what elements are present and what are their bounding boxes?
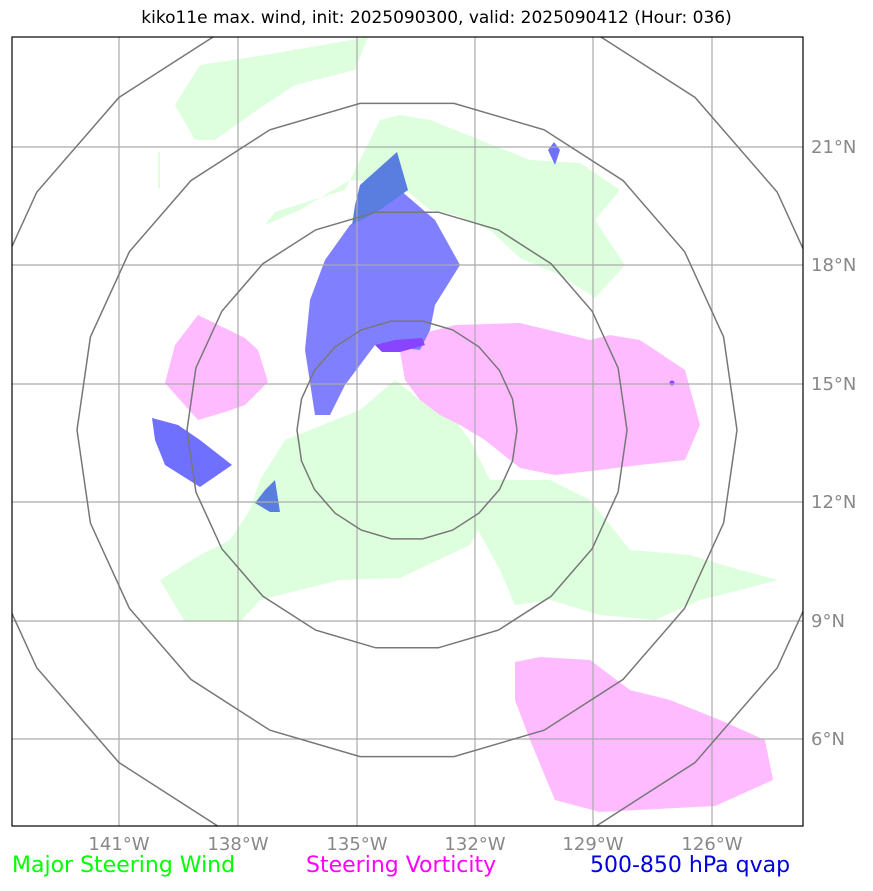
lon-label: 126°W	[681, 834, 742, 855]
steering-wind-area	[160, 380, 778, 622]
steering-vorticity-area	[515, 657, 773, 812]
qvap-area	[375, 338, 425, 352]
qvap-areas	[152, 142, 675, 512]
steering-vorticity-areas	[165, 315, 773, 812]
lat-label: 9°N	[811, 611, 845, 632]
map-title: kiko11e max. wind, init: 2025090300, val…	[141, 8, 732, 28]
qvap-area	[548, 142, 560, 165]
lat-label: 6°N	[811, 729, 845, 750]
range-ring	[186, 211, 628, 649]
qvap-area	[152, 418, 232, 487]
legend-qvap: 500-850 hPa qvap	[590, 853, 791, 878]
qvap-area	[255, 480, 280, 512]
lat-label: 18°N	[811, 255, 856, 276]
lon-label: 135°W	[326, 834, 387, 855]
steering-wind-area	[265, 115, 625, 298]
latitude-labels: 21°N 18°N 15°N 12°N 9°N 6°N	[811, 137, 856, 750]
range-rings	[12, 37, 803, 826]
map-area	[12, 37, 803, 826]
steering-vorticity-area	[165, 315, 268, 420]
longitude-labels: 141°W 138°W 135°W 132°W 129°W 126°W	[88, 834, 742, 855]
steering-vorticity-area	[398, 323, 700, 475]
lon-label: 141°W	[88, 834, 149, 855]
lat-label: 12°N	[811, 492, 856, 513]
steering-wind-area	[175, 37, 368, 140]
range-ring	[296, 320, 518, 540]
qvap-area	[352, 152, 408, 225]
lat-label: 15°N	[811, 374, 856, 395]
range-ring	[12, 37, 803, 826]
legend-steering-wind: Major Steering Wind	[12, 853, 236, 878]
qvap-area	[305, 190, 460, 415]
lon-label: 132°W	[444, 834, 505, 855]
legend-steering-vorticity: Steering Vorticity	[306, 853, 497, 878]
range-ring	[76, 102, 738, 758]
steering-wind-area	[158, 152, 160, 188]
lon-label: 129°W	[562, 834, 623, 855]
steering-wind-areas	[158, 37, 778, 622]
lon-label: 138°W	[207, 834, 268, 855]
lat-label: 21°N	[811, 137, 856, 158]
map-frame	[11, 36, 804, 827]
qvap-dot	[669, 380, 675, 386]
gridlines	[12, 37, 803, 826]
